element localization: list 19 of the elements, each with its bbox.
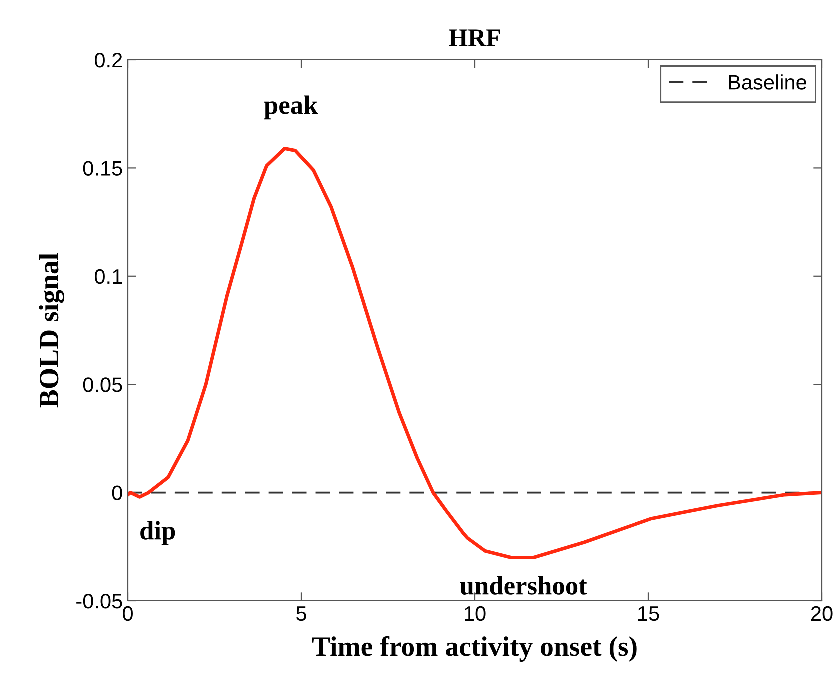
legend-label: Baseline <box>729 74 806 90</box>
y-axis-title: BOLD signal <box>39 253 65 408</box>
x-tick-label: 20 <box>811 606 833 622</box>
y-tick-label: 0.15 <box>83 161 122 176</box>
x-axis-title: Time from activity onset (s) <box>312 636 637 662</box>
x-tick-label: 10 <box>465 606 486 622</box>
y-tick-label: 0 <box>112 486 122 501</box>
annotation: undershoot <box>460 576 588 595</box>
annotation: dip <box>140 521 176 546</box>
x-tick-label: 0 <box>123 606 133 622</box>
y-tick-label: 0.05 <box>83 378 122 392</box>
y-tick-label: -0.05 <box>76 594 122 609</box>
chart-title: HRF <box>449 30 500 46</box>
line-series <box>128 146 822 560</box>
x-tick-label: 5 <box>296 606 306 622</box>
y-tick-label: 0.2 <box>94 53 122 68</box>
y-tick-label: 0.1 <box>94 269 122 284</box>
x-tick-label: 15 <box>638 606 660 622</box>
annotation: peak <box>264 96 318 120</box>
